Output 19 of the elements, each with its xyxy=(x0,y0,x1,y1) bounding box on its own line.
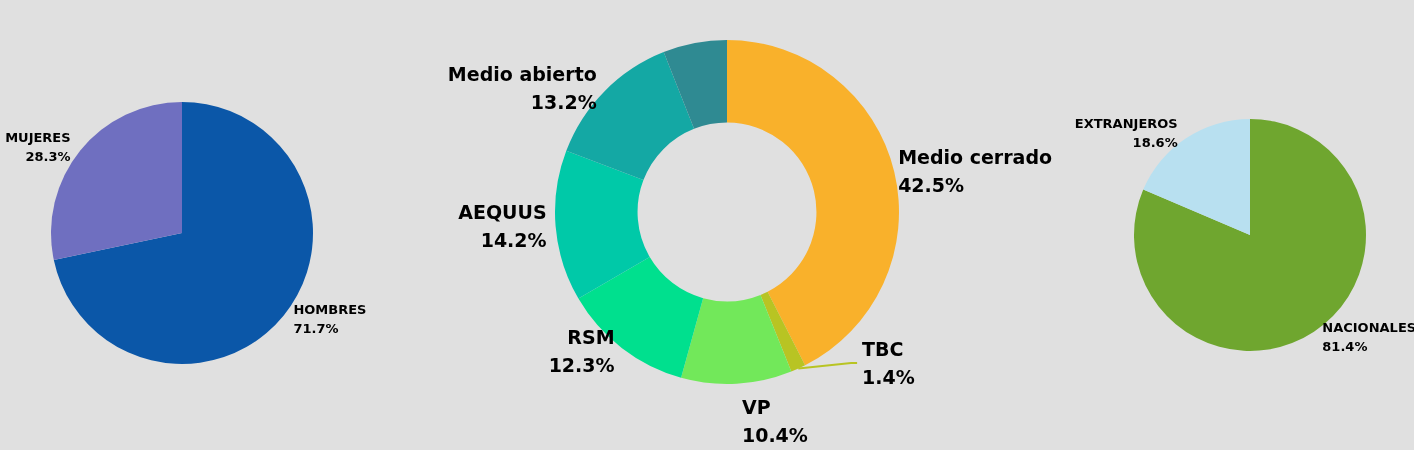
slice-label: Medio abierto xyxy=(447,63,597,86)
slice-label: VP xyxy=(741,396,771,418)
slice-label: MUJERES xyxy=(5,129,71,145)
data-label: 81.4% xyxy=(1322,338,1368,354)
data-label: 1.4% xyxy=(862,366,915,388)
slice-label: RSM xyxy=(567,326,615,349)
data-label: 12.3% xyxy=(548,354,615,377)
slice-label: TBC xyxy=(862,338,904,360)
data-label: 18.6% xyxy=(1132,135,1178,151)
slice-label: EXTRANJEROS xyxy=(1074,116,1178,132)
data-label: 14.2% xyxy=(480,229,547,252)
slice-label: Medio cerrado xyxy=(898,145,1053,168)
data-label: 10.4% xyxy=(741,424,808,446)
data-label: 42.5% xyxy=(898,173,965,196)
slice-label: HOMBRES xyxy=(293,302,367,318)
data-label: 71.7% xyxy=(293,321,339,337)
slice-label: AEQUUS xyxy=(458,201,547,224)
data-label: 13.2% xyxy=(530,91,597,114)
data-label: 28.3% xyxy=(25,148,71,164)
